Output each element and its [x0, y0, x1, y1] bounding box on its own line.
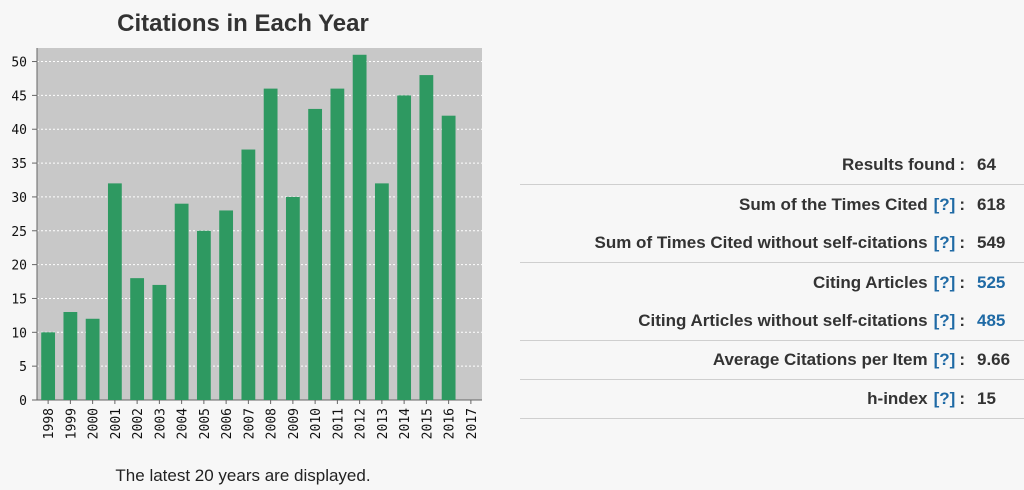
stat-label: h-index	[867, 389, 928, 408]
chart-title: Citations in Each Year	[117, 10, 369, 37]
x-tick-label: 2012	[354, 408, 369, 439]
stat-value: 15	[977, 389, 996, 408]
stat-label: Sum of Times Cited without self-citation…	[594, 233, 928, 252]
stat-colon: :	[959, 389, 965, 408]
stat-label: Sum of the Times Cited	[739, 194, 928, 214]
x-tick-label: 2003	[153, 408, 168, 439]
stat-value: 64	[977, 155, 996, 174]
bar-2015	[419, 75, 434, 401]
stat-row-results-found: Results found : 64	[520, 146, 1024, 185]
y-tick-label: 0	[19, 394, 27, 409]
x-tick-label: 1998	[42, 408, 57, 439]
x-tick-label: 2007	[242, 408, 257, 439]
bar-2005	[196, 230, 211, 400]
y-tick-label: 15	[11, 292, 27, 307]
y-tick-label: 5	[19, 360, 27, 375]
bar-1998	[41, 332, 56, 400]
y-tick-label: 45	[11, 89, 27, 104]
stat-row-citing-articles: Citing Articles [?] : 525	[520, 263, 1024, 302]
stat-label: Results found	[841, 155, 956, 174]
x-tick-label: 2016	[443, 408, 458, 439]
bar-2008	[263, 88, 278, 400]
bar-2004	[174, 203, 189, 400]
x-tick-label: 2001	[109, 408, 124, 439]
bar-2001	[107, 183, 122, 400]
x-tick-label: 2014	[398, 408, 413, 439]
x-tick-label: 2010	[309, 408, 324, 439]
stat-colon: :	[959, 350, 965, 369]
stat-colon: :	[959, 194, 965, 214]
x-tick-label: 2015	[420, 408, 435, 439]
x-tick-label: 2008	[265, 408, 280, 439]
bar-2011	[330, 88, 345, 400]
stat-value: 618	[977, 194, 1006, 214]
x-tick-label: 2006	[220, 408, 235, 439]
x-tick-label: 2017	[465, 408, 480, 439]
x-tick-label: 2004	[176, 408, 191, 439]
stat-row-sum-times-cited: Sum of the Times Cited [?] : 618	[520, 185, 1024, 224]
stat-value: 549	[977, 233, 1006, 252]
citations-bar-chart: 0 5 10 15 20 25 30 35 40 45 50 1998 1999 2000 2001 2002…	[11, 48, 482, 439]
y-tick-label: 25	[11, 225, 27, 240]
x-tick-label: 2000	[87, 408, 102, 439]
bar-2013	[374, 183, 389, 400]
x-tick-label: 2013	[376, 408, 391, 439]
bar-2009	[285, 196, 300, 400]
citation-stats-table: Results found : 64 Sum of the Times Cite…	[520, 146, 1024, 419]
help-link[interactable]: [?]	[933, 233, 956, 252]
help-link[interactable]: [?]	[933, 194, 956, 214]
bar-2012	[352, 54, 367, 401]
stat-label: Citing Articles without self-citations	[638, 311, 928, 330]
y-tick-label: 40	[11, 123, 27, 138]
bar-1999	[63, 312, 78, 400]
x-tick-label: 2002	[131, 408, 146, 439]
bar-2002	[130, 278, 145, 400]
citing-without-self-link[interactable]: 485	[977, 311, 1006, 330]
y-tick-label: 30	[11, 191, 27, 206]
help-link[interactable]: [?]	[933, 272, 956, 292]
bar-2014	[397, 95, 412, 400]
stat-row-h-index: h-index [?] : 15	[520, 380, 1024, 419]
y-tick-label: 10	[11, 326, 27, 341]
stat-label: Citing Articles	[813, 272, 928, 292]
bar-2007	[241, 149, 256, 400]
bar-2006	[219, 210, 234, 400]
y-tick-label: 50	[11, 56, 27, 71]
x-tick-label: 2009	[287, 408, 302, 439]
stat-colon: :	[959, 272, 965, 292]
stat-row-citing-without-self: Citing Articles without self-citations […	[520, 302, 1024, 341]
help-link[interactable]: [?]	[933, 350, 956, 369]
stat-colon: :	[959, 233, 965, 252]
x-tick-label: 2005	[198, 408, 213, 439]
y-tick-label: 35	[11, 157, 27, 172]
chart-caption: The latest 20 years are displayed.	[115, 466, 371, 485]
stat-row-sum-without-self: Sum of Times Cited without self-citation…	[520, 224, 1024, 263]
stat-colon: :	[959, 155, 965, 174]
x-tick-label: 2011	[331, 408, 346, 439]
help-link[interactable]: [?]	[933, 389, 956, 408]
bar-2010	[308, 108, 323, 400]
stat-value: 9.66	[977, 350, 1011, 369]
citing-articles-link[interactable]: 525	[977, 272, 1006, 292]
stat-label: Average Citations per Item	[712, 350, 928, 369]
help-link[interactable]: [?]	[933, 311, 956, 330]
plot-area	[37, 48, 482, 400]
bar-2016	[441, 115, 456, 400]
stat-colon: :	[959, 311, 965, 330]
y-tick-label: 20	[11, 259, 27, 274]
x-tick-label: 1999	[64, 408, 79, 439]
citations-chart-panel: Citations in Each Year 0 5 10 15 20 25 30 35 40 4…	[0, 0, 500, 490]
bar-2000	[85, 318, 100, 400]
stat-row-average-citations: Average Citations per Item [?] : 9.66	[520, 341, 1024, 380]
bar-2003	[152, 284, 167, 400]
